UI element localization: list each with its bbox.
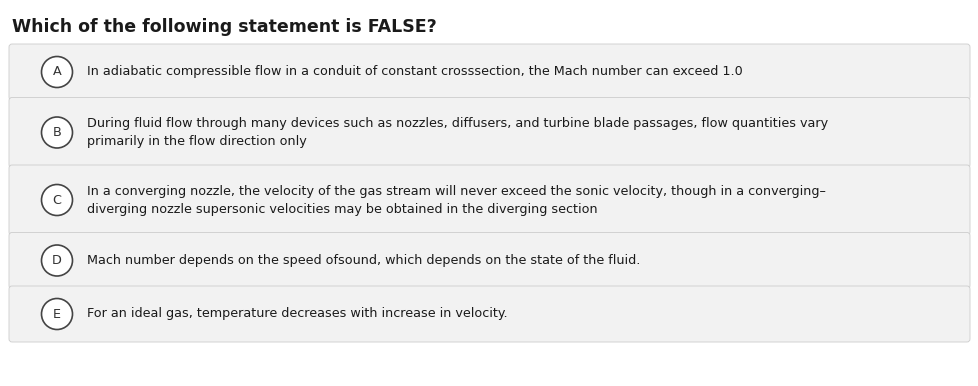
FancyBboxPatch shape xyxy=(9,232,969,288)
FancyBboxPatch shape xyxy=(9,165,969,235)
Text: Mach number depends on the speed ofsound, which depends on the state of the flui: Mach number depends on the speed ofsound… xyxy=(87,254,640,267)
Text: E: E xyxy=(53,308,61,320)
FancyBboxPatch shape xyxy=(9,98,969,168)
FancyBboxPatch shape xyxy=(9,286,969,342)
Circle shape xyxy=(41,56,72,88)
Text: During fluid flow through many devices such as nozzles, diffusers, and turbine b: During fluid flow through many devices s… xyxy=(87,117,827,148)
Text: Which of the following statement is FALSE?: Which of the following statement is FALS… xyxy=(12,18,436,36)
Text: B: B xyxy=(53,126,62,139)
Circle shape xyxy=(41,185,72,215)
Circle shape xyxy=(41,245,72,276)
Text: For an ideal gas, temperature decreases with increase in velocity.: For an ideal gas, temperature decreases … xyxy=(87,308,508,320)
Circle shape xyxy=(41,117,72,148)
Text: A: A xyxy=(53,66,62,78)
Text: In adiabatic compressible flow in a conduit of constant crosssection, the Mach n: In adiabatic compressible flow in a cond… xyxy=(87,66,742,78)
Text: In a converging nozzle, the velocity of the gas stream will never exceed the son: In a converging nozzle, the velocity of … xyxy=(87,185,825,215)
Text: C: C xyxy=(53,193,62,207)
FancyBboxPatch shape xyxy=(9,44,969,100)
Text: D: D xyxy=(52,254,62,267)
Circle shape xyxy=(41,298,72,330)
